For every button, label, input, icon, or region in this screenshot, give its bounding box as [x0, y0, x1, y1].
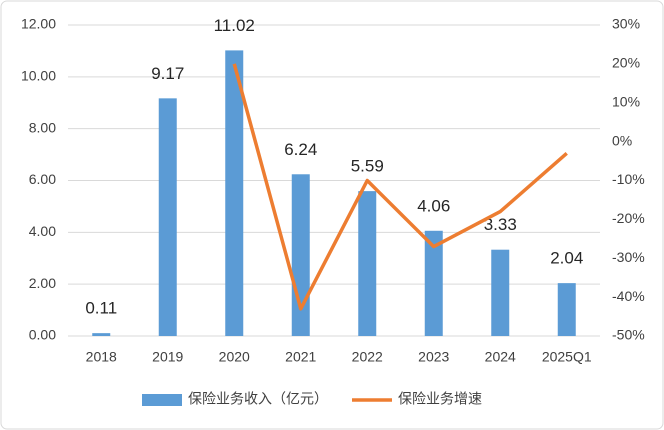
data-label: 2.04	[550, 249, 583, 268]
bar	[424, 230, 443, 336]
legend-label: 保险业务收入（亿元）	[188, 391, 328, 407]
line	[232, 63, 568, 311]
data-label: 4.06	[417, 196, 450, 215]
data-label: 5.59	[351, 157, 384, 176]
bar	[557, 283, 576, 336]
y-tick-label: 12.00	[21, 16, 56, 32]
y-tick-label: 0.00	[29, 327, 56, 343]
y2-tick-label: 0%	[612, 132, 632, 148]
x-tick-label: 2021	[285, 349, 316, 365]
y2-tick-label: 20%	[612, 55, 640, 71]
x-tick-label: 2023	[418, 349, 449, 365]
y2-tick-label: 30%	[612, 16, 640, 32]
bar	[225, 50, 244, 336]
y2-tick-label: -30%	[612, 249, 645, 265]
y-tick-label: 6.00	[29, 171, 56, 187]
bar	[158, 98, 177, 336]
y-tick-label: 10.00	[21, 68, 56, 84]
y2-tick-label: -10%	[612, 171, 645, 187]
x-tick-label: 2022	[352, 349, 383, 365]
y2-tick-label: -40%	[612, 288, 645, 304]
data-label: 6.24	[284, 140, 317, 159]
bar	[491, 249, 510, 336]
y-tick-label: 8.00	[29, 119, 56, 135]
x-tick-label: 2018	[86, 349, 117, 365]
y2-tick-label: -20%	[612, 210, 645, 226]
y-tick-label: 4.00	[29, 223, 56, 239]
data-label: 0.11	[85, 299, 117, 318]
y-tick-label: 2.00	[29, 275, 56, 291]
x-tick-label: 2024	[485, 349, 516, 365]
bar	[358, 191, 377, 336]
legend-swatch	[142, 394, 182, 406]
x-tick-label: 2025Q1	[542, 349, 592, 365]
x-tick-label: 2019	[152, 349, 183, 365]
bar	[291, 174, 310, 336]
y2-tick-label: 10%	[612, 93, 640, 109]
data-label: 9.17	[151, 64, 184, 83]
data-label: 11.02	[214, 16, 255, 35]
x-tick-label: 2020	[219, 349, 250, 365]
bar	[92, 333, 111, 336]
y2-tick-label: -50%	[612, 327, 645, 343]
data-label: 3.33	[484, 215, 517, 234]
legend-label: 保险业务增速	[398, 391, 482, 407]
